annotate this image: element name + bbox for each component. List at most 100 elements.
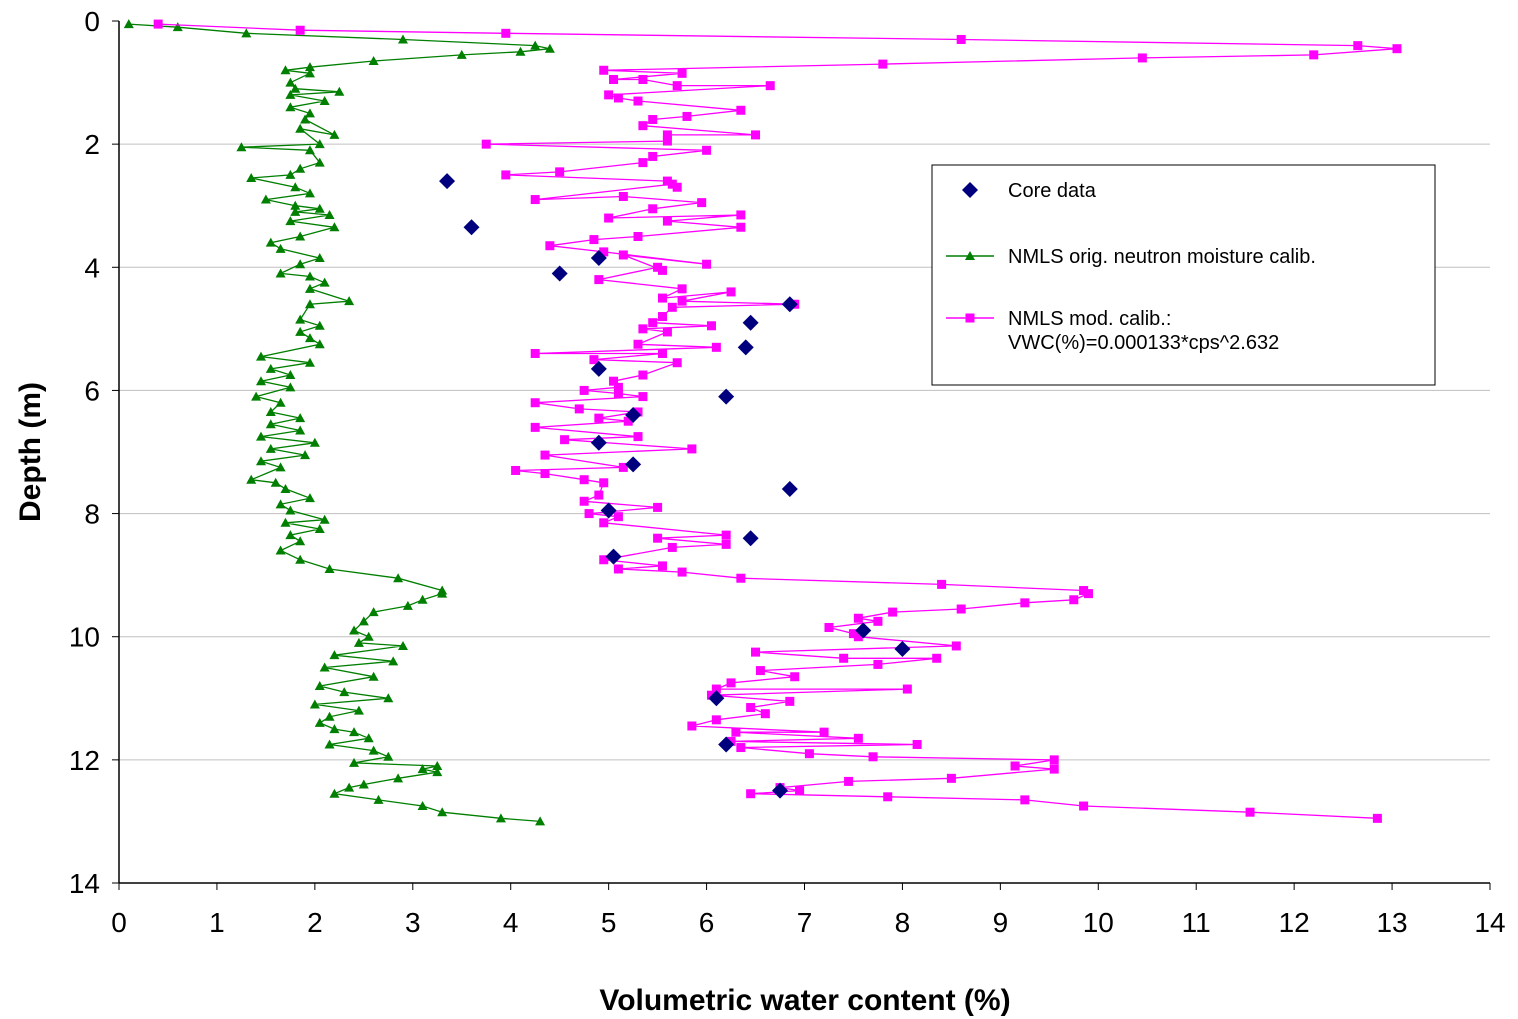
data-point	[618, 462, 628, 472]
data-point	[295, 25, 305, 35]
data-point	[662, 136, 672, 146]
data-point	[153, 19, 163, 29]
data-point	[495, 813, 506, 823]
data-point	[393, 573, 404, 583]
data-point	[682, 111, 692, 121]
data-point	[353, 637, 364, 647]
legend-box	[931, 164, 1436, 386]
data-point	[638, 121, 648, 131]
x-tick-labels: 0 1 2 3 4 5 6 7 8 9 10 11 12 13 14	[111, 907, 1505, 938]
data-point	[255, 351, 266, 361]
gridlines	[119, 143, 1490, 761]
x-tick-label: 6	[699, 907, 715, 938]
data-point	[1020, 598, 1030, 608]
data-point	[804, 749, 814, 759]
data-point	[883, 792, 893, 802]
data-point	[790, 672, 800, 682]
data-point	[275, 499, 286, 509]
data-point	[358, 616, 369, 626]
legend-label: NMLS mod. calib.:	[1008, 308, 1171, 330]
data-point	[329, 129, 340, 139]
data-point	[873, 659, 883, 669]
data-point	[265, 363, 276, 373]
data-point	[579, 496, 589, 506]
data-point	[579, 475, 589, 485]
data-point	[329, 222, 340, 232]
data-point	[344, 296, 355, 306]
x-tick-label: 11	[1182, 907, 1211, 938]
data-point	[383, 693, 394, 703]
data-point	[265, 443, 276, 453]
data-point	[314, 203, 325, 213]
data-point	[946, 773, 956, 783]
data-point	[785, 696, 795, 706]
data-point	[255, 456, 266, 466]
data-point	[687, 444, 697, 454]
data-point	[295, 326, 306, 336]
data-point	[604, 90, 614, 100]
data-point	[324, 739, 335, 749]
y-tick-labels: 0 2 4 6 8 10 12 14	[69, 6, 100, 899]
data-point	[319, 96, 330, 106]
data-point	[613, 512, 623, 522]
data-point	[241, 28, 252, 38]
data-point	[613, 564, 623, 574]
data-point	[1079, 801, 1089, 811]
data-point	[255, 376, 266, 386]
data-point	[304, 333, 315, 343]
data-point	[662, 327, 672, 337]
data-point	[584, 509, 594, 519]
data-point	[329, 650, 340, 660]
data-point	[599, 247, 609, 257]
data-point	[309, 437, 320, 447]
data-point	[751, 647, 761, 657]
data-point	[618, 191, 628, 201]
data-point	[648, 115, 658, 125]
data-point	[873, 616, 883, 626]
data-point	[314, 717, 325, 727]
data-point	[314, 339, 325, 349]
data-point	[742, 314, 759, 331]
data-point	[304, 357, 315, 367]
data-point	[397, 640, 408, 650]
y-axis-title: Depth (m)	[14, 382, 47, 522]
data-point	[781, 480, 798, 497]
data-point	[742, 530, 759, 547]
data-point	[589, 235, 599, 245]
data-point	[638, 158, 648, 168]
data-point	[594, 490, 604, 500]
data-point	[736, 210, 746, 220]
data-point	[275, 545, 286, 555]
data-point	[275, 462, 286, 472]
data-point	[501, 170, 511, 180]
legend-label-line2: VWC(%)=0.000133*cps^2.632	[1008, 332, 1279, 354]
data-point	[648, 204, 658, 214]
data-point	[638, 392, 648, 402]
data-point	[314, 523, 325, 533]
data-point	[290, 200, 301, 210]
data-point	[1372, 813, 1382, 823]
data-point	[755, 666, 765, 676]
data-point	[368, 745, 379, 755]
data-point	[751, 130, 761, 140]
data-point	[304, 145, 315, 155]
data-point	[560, 435, 570, 445]
data-point	[648, 151, 658, 161]
legend-entry-1: NMLS orig. neutron moisture calib.	[946, 246, 1316, 268]
data-point	[579, 385, 589, 395]
data-point	[625, 407, 642, 424]
data-point	[1020, 795, 1030, 805]
data-point	[456, 49, 467, 59]
data-point	[672, 182, 682, 192]
data-point	[368, 56, 379, 66]
data-point	[358, 779, 369, 789]
data-point	[295, 314, 306, 324]
x-tick-label: 2	[307, 907, 323, 938]
data-point	[677, 296, 687, 306]
legend-marker	[965, 251, 975, 260]
data-point	[658, 293, 668, 303]
data-point	[285, 77, 296, 87]
data-point	[319, 662, 330, 672]
data-point	[388, 656, 399, 666]
data-point	[599, 65, 609, 75]
